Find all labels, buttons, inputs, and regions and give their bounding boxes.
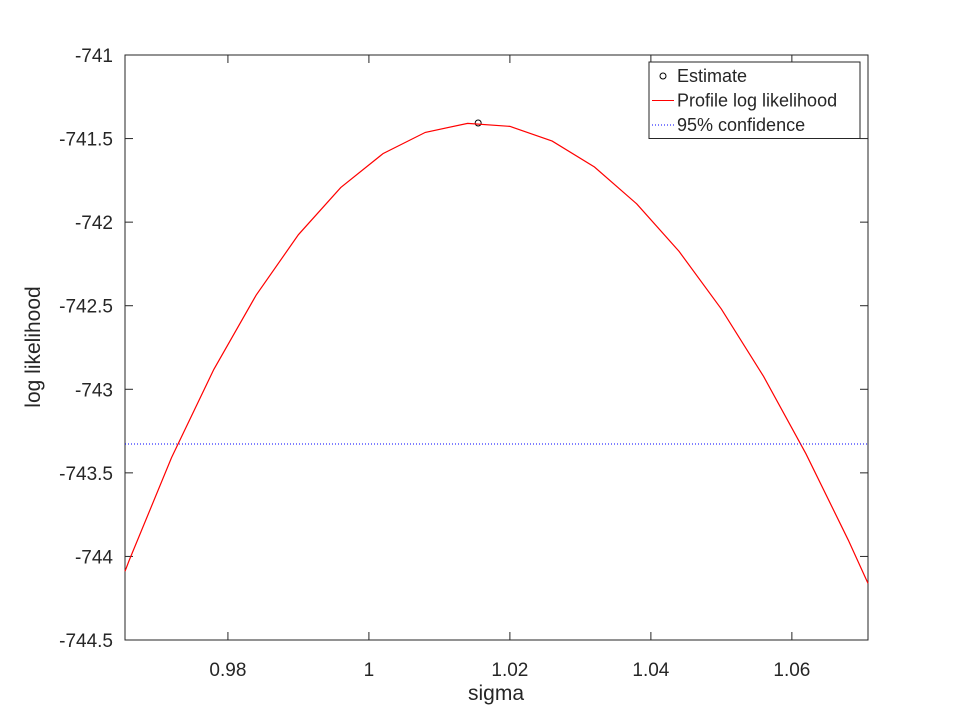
y-tick-label: -742.5	[59, 297, 113, 318]
y-tick-label: -742	[75, 213, 113, 234]
data-line	[124, 122, 869, 584]
legend-label: Estimate	[677, 66, 747, 86]
y-tick-label: -744.5	[59, 631, 113, 652]
y-axis-label: log likelihood	[22, 286, 45, 407]
axes-box	[124, 54, 869, 641]
data-point	[474, 119, 482, 127]
y-tick-label: -743	[75, 380, 113, 401]
y-tick-label: -744	[75, 547, 113, 568]
legend-label: 95% confidence	[677, 115, 805, 135]
x-tick-label: 1.04	[632, 660, 669, 681]
legend-label: Profile log likelihood	[677, 91, 837, 111]
x-tick-label: 1	[364, 660, 375, 681]
x-axis-label: sigma	[468, 682, 524, 705]
y-tick-label: -743.5	[59, 464, 113, 485]
y-tick-label: -741	[75, 46, 113, 67]
y-tick-label: -741.5	[59, 130, 113, 151]
x-tick-label: 1.02	[491, 660, 528, 681]
legend-marker	[659, 72, 667, 80]
x-tick-label: 0.98	[209, 660, 246, 681]
legend-box	[648, 61, 861, 139]
x-tick-label: 1.06	[773, 660, 810, 681]
